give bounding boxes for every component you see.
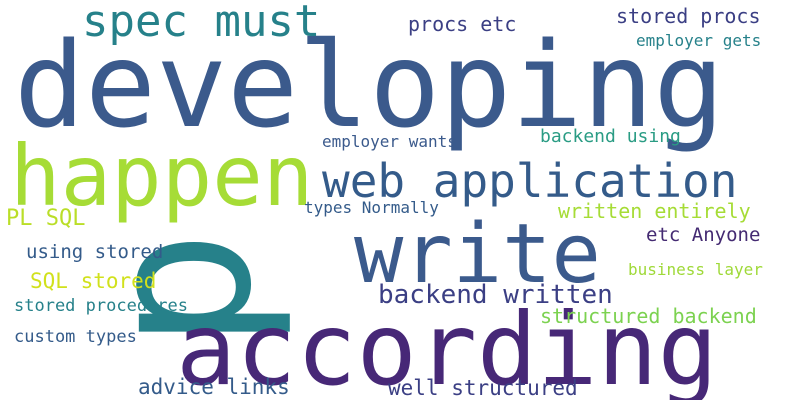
word-custom-types: custom types [14,329,137,346]
word-written-entirely: written entirely [558,201,751,221]
word-stored-procs: stored procs [616,6,761,26]
word-backend-using: backend using [540,128,681,146]
word-types-normally: types Normally [304,200,439,216]
word-structured-backend: structured backend [540,306,757,326]
word-using-stored: using stored [26,243,163,262]
word-procs-etc: procs etc [408,14,516,34]
word-business-layer: business layer [628,262,763,278]
word-etc-anyone: etc Anyone [646,226,760,245]
word-employer-wants: employer wants [322,134,457,150]
word-stored-procedures: stored procedures [14,298,188,315]
word-pl-sql: PL SQL [6,208,85,230]
word-spec-must: spec must [82,0,320,44]
word-well-structured: well structured [388,378,578,399]
word-employer-gets: employer gets [636,33,761,49]
word-sql-stored: SQL stored [30,271,156,292]
word-advice-links: advice links [138,377,290,398]
